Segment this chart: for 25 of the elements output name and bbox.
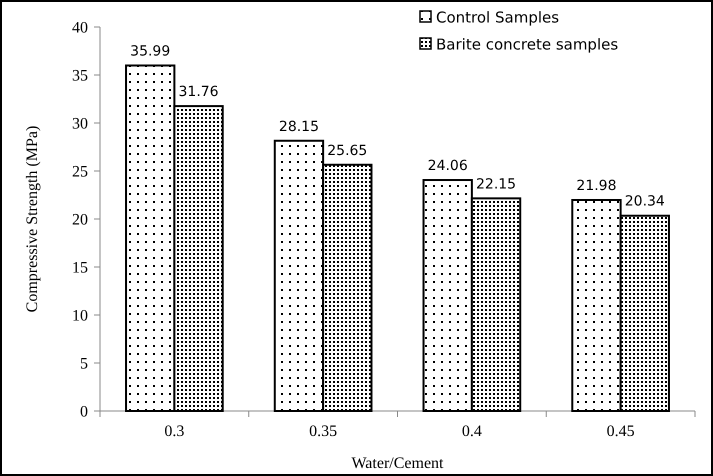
x-tick-label: 0.4: [462, 423, 482, 440]
data-label: 22.15: [476, 176, 516, 192]
data-label: 24.06: [428, 158, 468, 174]
y-tick-label: 40: [72, 20, 88, 37]
x-axis-title: Water/Cement: [351, 455, 444, 472]
x-tick-label: 0.45: [606, 423, 635, 440]
y-tick-label: 25: [72, 164, 88, 181]
data-label: 35.99: [130, 43, 170, 60]
y-tick-label: 35: [72, 68, 88, 85]
y-axis-title: Compressive Strength (MPa): [24, 126, 41, 312]
data-label: 25.65: [327, 142, 368, 159]
y-tick-label: 15: [72, 260, 88, 277]
x-tick-label: 0.3: [164, 423, 184, 440]
legend-label: Control Samples: [436, 8, 560, 26]
y-tick-label: 10: [72, 308, 88, 325]
legend-label: Barite concrete samples: [436, 35, 618, 54]
data-label: 31.76: [178, 84, 219, 100]
y-tick-label: 20: [72, 212, 88, 229]
x-tick-label: 0.35: [309, 423, 338, 440]
data-label: 28.15: [278, 118, 319, 135]
data-label: 20.34: [624, 194, 665, 210]
y-tick-label: 30: [72, 116, 88, 133]
y-tick-label: 0: [80, 404, 88, 421]
data-label: 21.98: [576, 178, 616, 194]
y-tick-label: 5: [80, 356, 88, 373]
